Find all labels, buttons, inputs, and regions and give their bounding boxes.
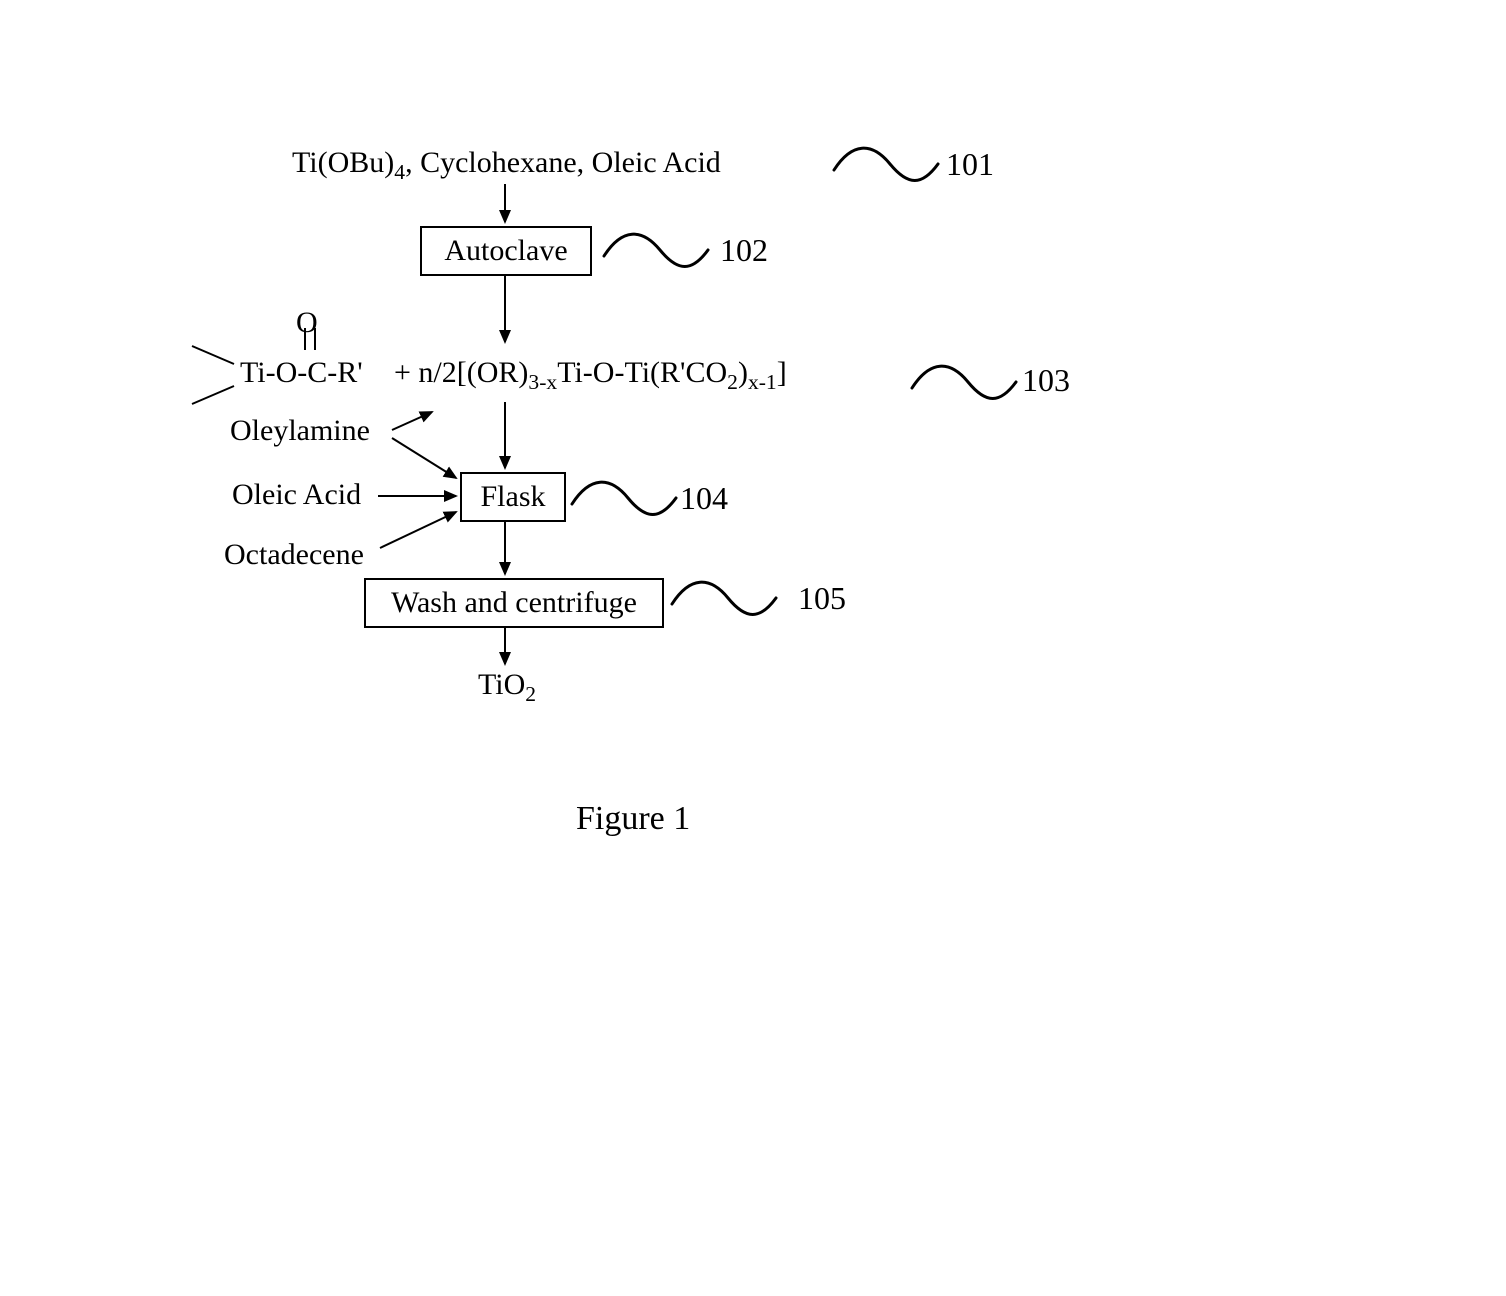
box-wash: Wash and centrifuge bbox=[364, 578, 664, 628]
refnum-103: 103 bbox=[1022, 362, 1070, 399]
final-tio2: TiO2 bbox=[478, 668, 536, 707]
formula-left-main: Ti-O-C-R' bbox=[240, 356, 363, 390]
formula-sub-3mx: 3-x bbox=[528, 370, 557, 394]
refnum-104: 104 bbox=[680, 480, 728, 517]
formula-right: + n/2[(OR)3-xTi-O-Ti(R'CO2)x-1] bbox=[394, 356, 787, 395]
formula-mid: Ti-O-Ti(R'CO bbox=[557, 356, 727, 389]
step-101-seg2: , Cyclohexane, Oleic Acid bbox=[405, 146, 721, 179]
input-oleic-acid: Oleic Acid bbox=[232, 478, 361, 512]
svg-overlay bbox=[0, 0, 1506, 1296]
step-101-sub4: 4 bbox=[394, 160, 405, 184]
refnum-101: 101 bbox=[946, 146, 994, 183]
step-101-text: Ti(OBu)4, Cyclohexane, Oleic Acid bbox=[292, 146, 721, 185]
final-tio2-sub2: 2 bbox=[525, 682, 536, 706]
input-octadecene: Octadecene bbox=[224, 538, 364, 572]
input-oleylamine: Oleylamine bbox=[230, 414, 370, 448]
final-tio2-ti: TiO bbox=[478, 668, 525, 701]
formula-end: ] bbox=[777, 356, 787, 389]
box-flask: Flask bbox=[460, 472, 566, 522]
box-autoclave: Autoclave bbox=[420, 226, 592, 276]
formula-sub-xm1: x-1 bbox=[748, 370, 777, 394]
refnum-105: 105 bbox=[798, 580, 846, 617]
refnum-102: 102 bbox=[720, 232, 768, 269]
formula-close: ) bbox=[738, 356, 748, 389]
diagram-stage: Ti(OBu)4, Cyclohexane, Oleic Acid Autocl… bbox=[0, 0, 1506, 1296]
formula-plus: + n/2[(OR) bbox=[394, 356, 528, 389]
box-autoclave-label: Autoclave bbox=[444, 234, 567, 268]
formula-left-O: O bbox=[296, 306, 318, 340]
box-flask-label: Flask bbox=[480, 480, 545, 514]
formula-sub-2: 2 bbox=[727, 370, 738, 394]
step-101-seg1: Ti(OBu) bbox=[292, 146, 394, 179]
box-wash-label: Wash and centrifuge bbox=[391, 586, 637, 620]
figure-caption: Figure 1 bbox=[576, 800, 690, 838]
